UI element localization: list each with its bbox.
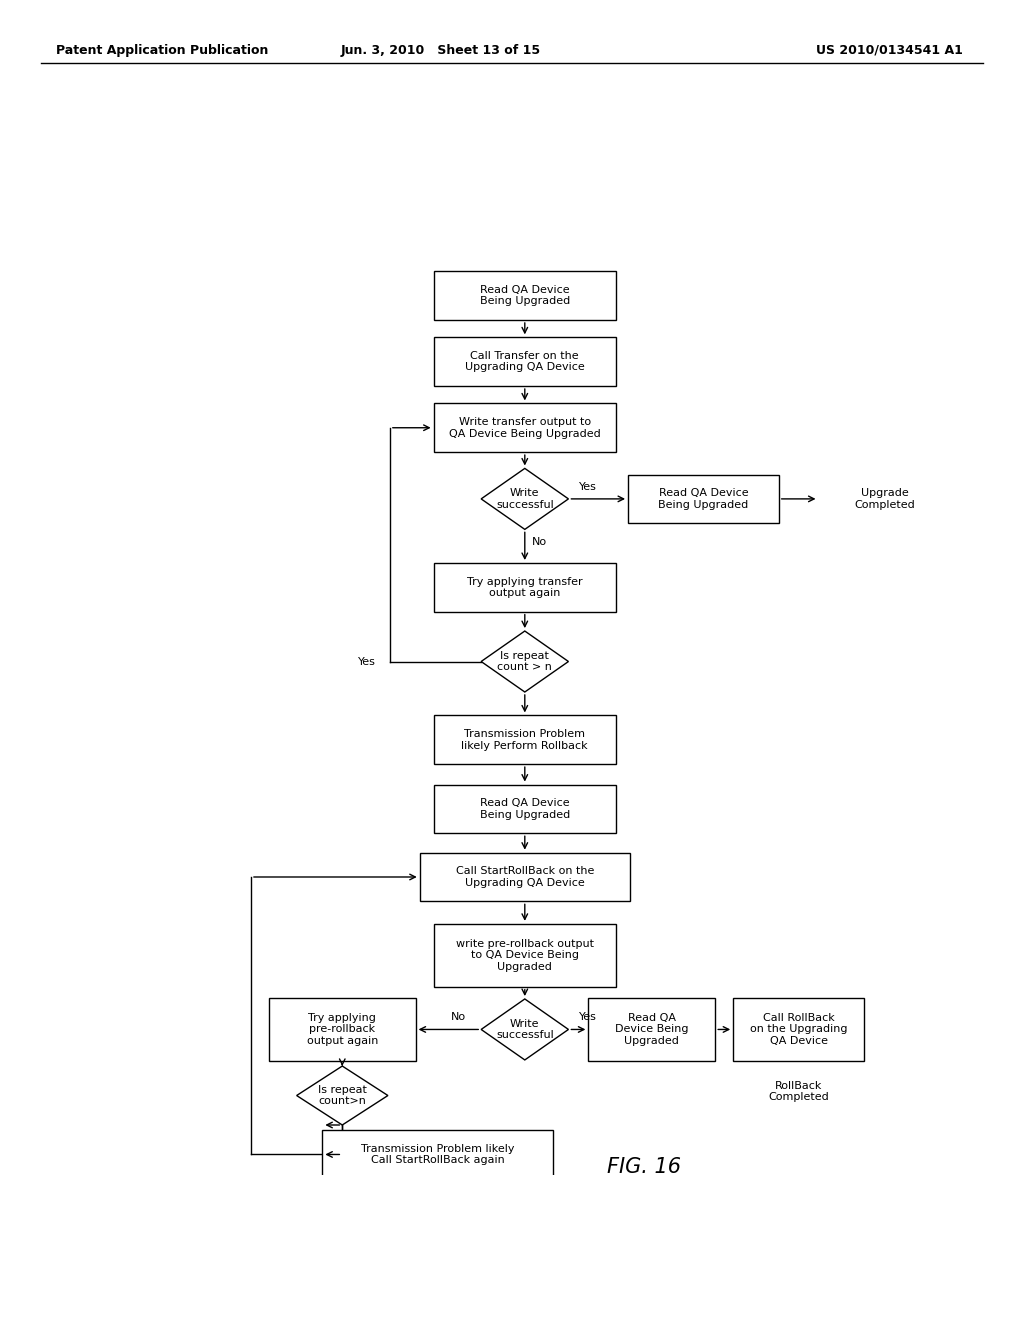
Text: Write
successful: Write successful bbox=[496, 1019, 554, 1040]
Polygon shape bbox=[481, 999, 568, 1060]
Text: Call Transfer on the
Upgrading QA Device: Call Transfer on the Upgrading QA Device bbox=[465, 351, 585, 372]
Bar bbox=[433, 562, 616, 611]
Text: Read QA Device
Being Upgraded: Read QA Device Being Upgraded bbox=[479, 799, 570, 820]
Text: write pre-rollback output
to QA Device Being
Upgraded: write pre-rollback output to QA Device B… bbox=[456, 939, 594, 972]
Text: Write
successful: Write successful bbox=[496, 488, 554, 510]
Text: Try applying
pre-rollback
output again: Try applying pre-rollback output again bbox=[306, 1012, 378, 1045]
Text: Yes: Yes bbox=[357, 656, 376, 667]
Text: Transmission Problem likely
Call StartRollBack again: Transmission Problem likely Call StartRo… bbox=[360, 1143, 514, 1166]
Bar bbox=[323, 1130, 553, 1179]
Text: Transmission Problem
likely Perform Rollback: Transmission Problem likely Perform Roll… bbox=[462, 729, 588, 751]
Text: No: No bbox=[531, 537, 547, 546]
Text: Yes: Yes bbox=[580, 482, 597, 491]
Polygon shape bbox=[481, 469, 568, 529]
Bar bbox=[733, 998, 864, 1061]
Text: Read QA
Device Being
Upgraded: Read QA Device Being Upgraded bbox=[615, 1012, 688, 1045]
Text: No: No bbox=[452, 1012, 467, 1022]
Text: Read QA Device
Being Upgraded: Read QA Device Being Upgraded bbox=[479, 285, 570, 306]
Text: Upgrade
Completed: Upgrade Completed bbox=[854, 488, 914, 510]
Text: Jun. 3, 2010   Sheet 13 of 15: Jun. 3, 2010 Sheet 13 of 15 bbox=[340, 44, 541, 57]
Polygon shape bbox=[481, 631, 568, 692]
Text: Yes: Yes bbox=[580, 1012, 597, 1022]
Text: Patent Application Publication: Patent Application Publication bbox=[56, 44, 268, 57]
Text: Read QA Device
Being Upgraded: Read QA Device Being Upgraded bbox=[658, 488, 749, 510]
Text: FIG. 16: FIG. 16 bbox=[607, 1156, 681, 1176]
Bar bbox=[433, 404, 616, 453]
Text: Is repeat
count > n: Is repeat count > n bbox=[498, 651, 552, 672]
Bar bbox=[588, 998, 715, 1061]
Bar bbox=[433, 715, 616, 764]
Text: Write transfer output to
QA Device Being Upgraded: Write transfer output to QA Device Being… bbox=[449, 417, 601, 438]
Bar bbox=[433, 338, 616, 385]
Bar bbox=[420, 853, 630, 902]
Bar bbox=[628, 474, 779, 523]
Bar bbox=[433, 924, 616, 987]
Text: Call RollBack
on the Upgrading
QA Device: Call RollBack on the Upgrading QA Device bbox=[750, 1012, 847, 1045]
Text: US 2010/0134541 A1: US 2010/0134541 A1 bbox=[816, 44, 963, 57]
Polygon shape bbox=[297, 1067, 388, 1125]
Text: Try applying transfer
output again: Try applying transfer output again bbox=[467, 577, 583, 598]
Text: Call StartRollBack on the
Upgrading QA Device: Call StartRollBack on the Upgrading QA D… bbox=[456, 866, 594, 888]
Bar bbox=[433, 784, 616, 833]
Text: Is repeat
count>n: Is repeat count>n bbox=[317, 1085, 367, 1106]
Bar bbox=[269, 998, 416, 1061]
Text: RollBack
Completed: RollBack Completed bbox=[768, 1081, 829, 1102]
Bar bbox=[433, 271, 616, 319]
